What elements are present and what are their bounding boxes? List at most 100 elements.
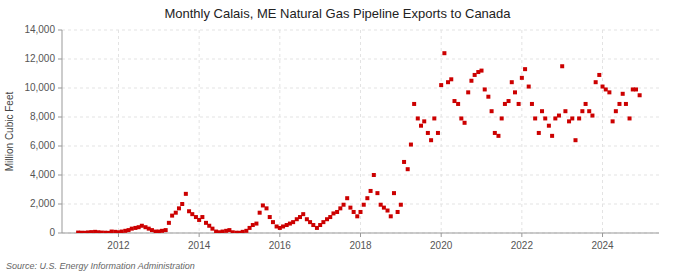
point bbox=[177, 206, 181, 210]
point bbox=[543, 116, 547, 120]
point bbox=[170, 214, 174, 218]
point bbox=[527, 85, 531, 89]
point bbox=[342, 203, 346, 207]
point bbox=[493, 131, 497, 135]
point bbox=[291, 220, 295, 224]
point bbox=[386, 209, 390, 213]
point bbox=[530, 102, 534, 106]
y-tick-label: 4,000 bbox=[30, 169, 55, 180]
point bbox=[345, 196, 349, 200]
point bbox=[355, 214, 359, 218]
point bbox=[590, 114, 594, 118]
point bbox=[402, 160, 406, 164]
point bbox=[500, 116, 504, 120]
x-tick bbox=[118, 233, 119, 237]
point bbox=[369, 189, 373, 193]
axes: 02,0004,0006,0008,00010,00012,00014,0002… bbox=[24, 24, 614, 251]
point bbox=[597, 73, 601, 77]
point bbox=[79, 231, 83, 233]
point bbox=[392, 191, 396, 195]
point bbox=[422, 119, 426, 123]
point bbox=[496, 134, 500, 138]
point bbox=[352, 210, 356, 214]
point bbox=[452, 99, 456, 103]
y-tick-label: 6,000 bbox=[30, 140, 55, 151]
point bbox=[301, 212, 305, 216]
x-tick bbox=[279, 233, 280, 237]
grid bbox=[62, 30, 659, 233]
x-tick bbox=[360, 233, 361, 237]
x-grid-line bbox=[602, 30, 603, 233]
point bbox=[140, 224, 144, 228]
point bbox=[513, 90, 517, 94]
points bbox=[76, 51, 642, 233]
point bbox=[570, 116, 574, 120]
point bbox=[580, 109, 584, 113]
x-tick-label: 2012 bbox=[107, 240, 130, 251]
point bbox=[167, 221, 171, 225]
point bbox=[372, 173, 376, 177]
point bbox=[584, 102, 588, 106]
point bbox=[594, 80, 598, 84]
y-tick-label: 0 bbox=[49, 227, 55, 238]
point bbox=[419, 124, 423, 128]
point bbox=[628, 116, 632, 120]
x-grid-line bbox=[279, 30, 280, 233]
y-tick-label: 10,000 bbox=[24, 82, 55, 93]
point bbox=[503, 102, 507, 106]
y-tick bbox=[58, 146, 62, 147]
point bbox=[587, 109, 591, 113]
point bbox=[523, 67, 527, 71]
y-tick bbox=[58, 30, 62, 31]
point bbox=[604, 87, 608, 91]
point bbox=[190, 212, 194, 216]
point bbox=[382, 206, 386, 210]
point bbox=[459, 116, 463, 120]
point bbox=[110, 230, 114, 233]
x-grid-line bbox=[118, 30, 119, 233]
point bbox=[638, 93, 642, 97]
point bbox=[174, 211, 178, 215]
point bbox=[180, 202, 184, 206]
x-grid-line bbox=[521, 30, 522, 233]
point bbox=[550, 134, 554, 138]
point bbox=[463, 121, 467, 125]
y-axis-label: Million Cubic Feet bbox=[4, 92, 15, 172]
source: Source: U.S. Energy Information Administ… bbox=[6, 261, 195, 271]
point bbox=[164, 228, 168, 232]
y-tick bbox=[58, 204, 62, 205]
point bbox=[442, 51, 446, 55]
point bbox=[258, 211, 262, 215]
point bbox=[563, 109, 567, 113]
point bbox=[412, 102, 416, 106]
point bbox=[365, 196, 369, 200]
y-tick-label: 12,000 bbox=[24, 53, 55, 64]
point bbox=[624, 102, 628, 106]
point bbox=[328, 215, 332, 219]
point bbox=[456, 102, 460, 106]
point bbox=[271, 220, 275, 224]
point bbox=[100, 231, 104, 233]
point bbox=[359, 210, 363, 214]
point bbox=[510, 80, 514, 84]
y-tick bbox=[58, 175, 62, 176]
point bbox=[507, 99, 511, 103]
point bbox=[483, 87, 487, 91]
point bbox=[231, 230, 235, 233]
y-grid-line bbox=[62, 59, 659, 60]
point bbox=[120, 230, 124, 233]
point bbox=[375, 191, 379, 195]
point bbox=[254, 222, 258, 226]
point bbox=[533, 116, 537, 120]
point bbox=[473, 73, 477, 77]
point bbox=[429, 138, 433, 142]
point bbox=[634, 87, 638, 91]
title: Monthly Calais, ME Natural Gas Pipeline … bbox=[164, 6, 511, 21]
point bbox=[160, 229, 164, 233]
point bbox=[399, 203, 403, 207]
point bbox=[540, 109, 544, 113]
x-tick-label: 2020 bbox=[430, 240, 453, 251]
point bbox=[439, 83, 443, 87]
point bbox=[338, 206, 342, 210]
y-tick bbox=[58, 233, 62, 234]
